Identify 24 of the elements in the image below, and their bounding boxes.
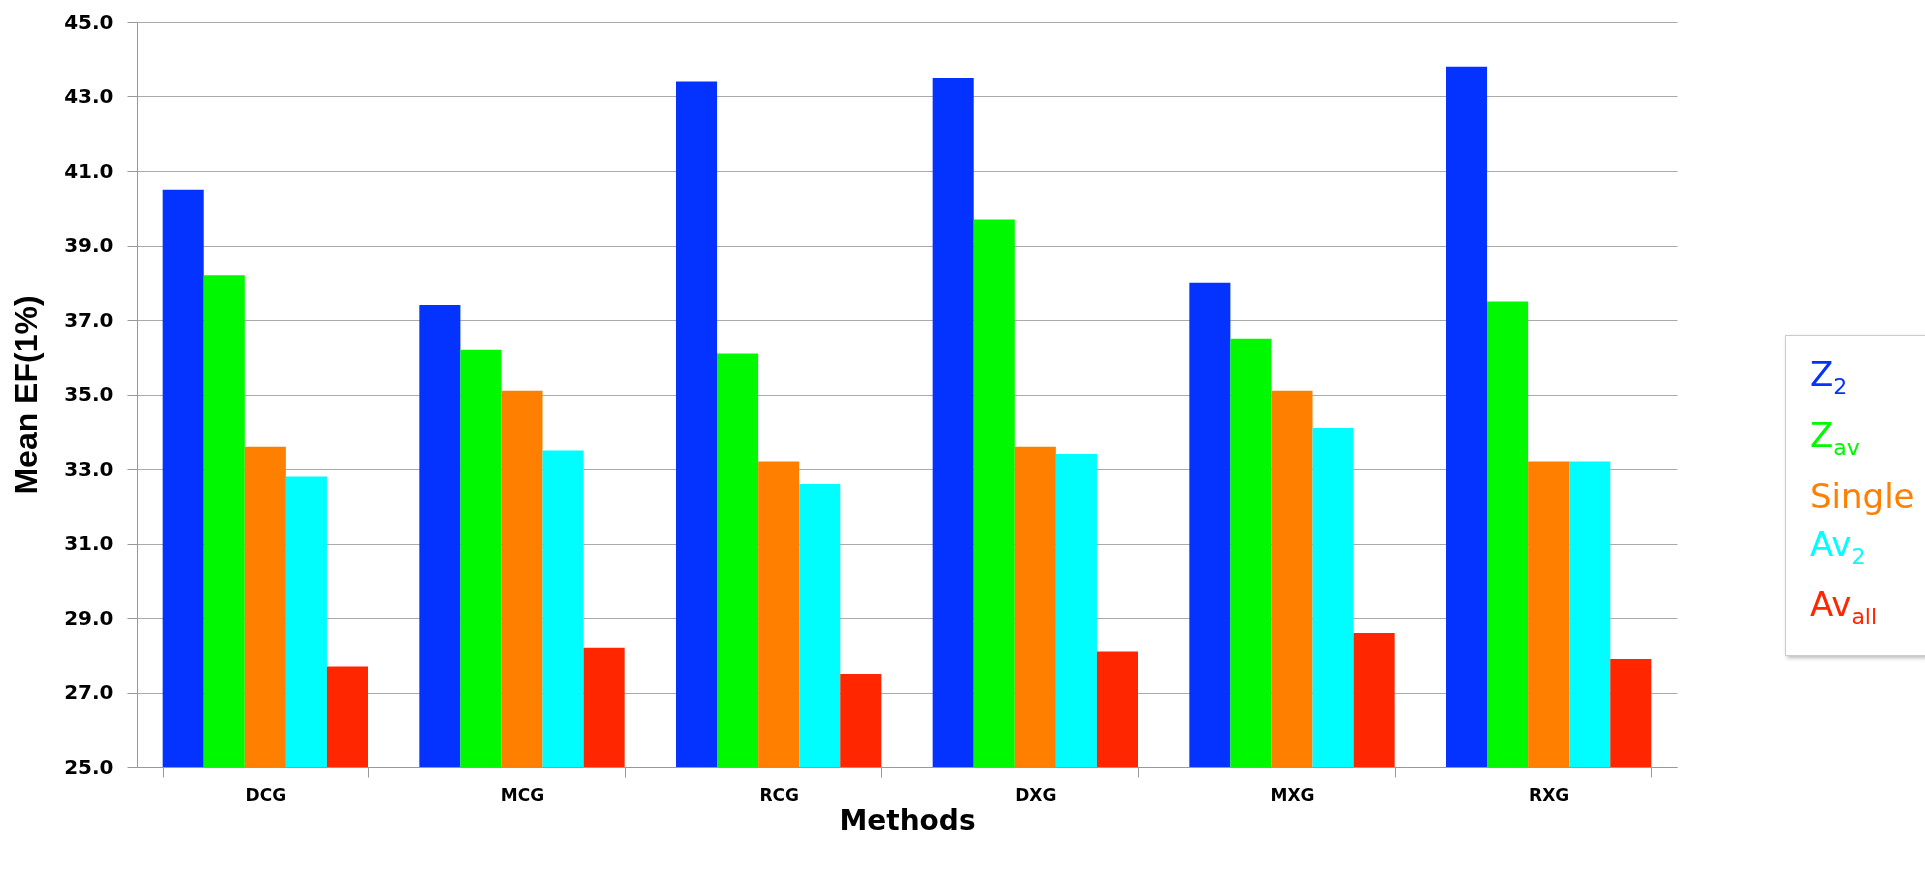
text: Z$_{2}$ [1810, 353, 1849, 401]
x-tick-label: MCG [500, 784, 545, 805]
y-tick-label: 43.0 [64, 84, 114, 108]
y-tick-label: 25.0 [64, 754, 114, 779]
x-tick-label: RCG [759, 784, 799, 805]
y-tick-label: 29.0 [64, 605, 114, 630]
y-tick-label: 27.0 [64, 680, 114, 704]
x-tick-label: MXG [1270, 784, 1315, 805]
y-tick-label: 35.0 [64, 382, 114, 406]
x-tick-label: DCG [245, 784, 287, 805]
y-axis-title: Mean EF(1%) [8, 295, 45, 495]
x-tick-label: DXG [1015, 784, 1057, 805]
y-tick-label: 41.0 [64, 158, 114, 183]
text: Av$_{2}$ [1810, 522, 1867, 571]
y-tick-label: 39.0 [64, 233, 114, 257]
x-tick-label: RXG [1529, 784, 1570, 805]
y-tick-label: 37.0 [64, 307, 114, 332]
y-tick-label: 45.0 [64, 9, 114, 34]
text: Av$_{all}$ [1810, 583, 1879, 632]
text: Single [1810, 474, 1915, 518]
text: Z$_{av}$ [1810, 413, 1861, 462]
y-tick-label: 33.0 [64, 456, 114, 481]
x-axis-title: Methods [839, 803, 976, 837]
y-tick-label: 31.0 [64, 531, 114, 555]
